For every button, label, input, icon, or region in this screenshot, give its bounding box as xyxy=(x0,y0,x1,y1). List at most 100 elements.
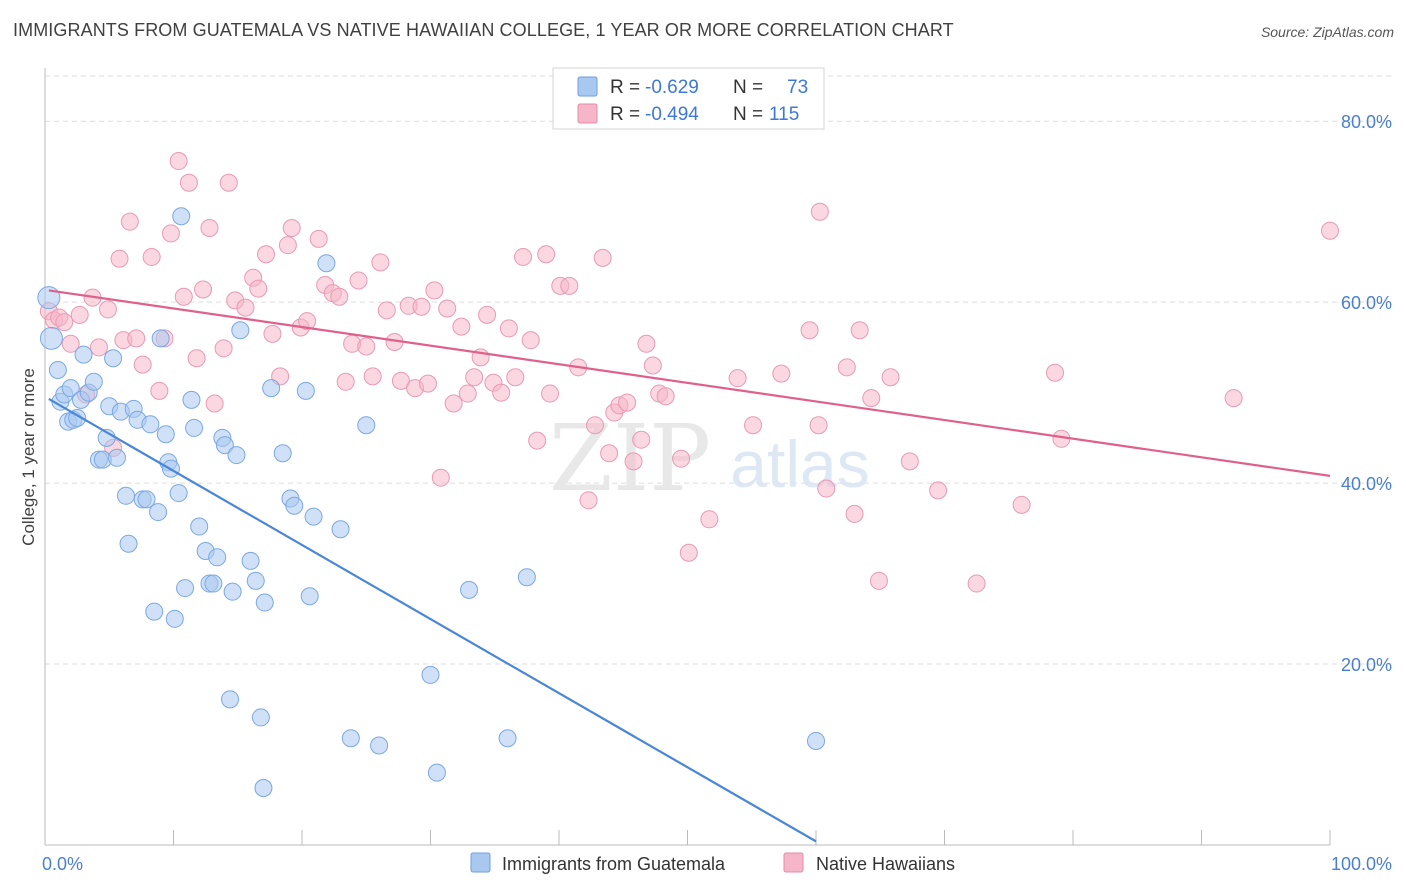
data-point-hawaiian xyxy=(537,245,556,264)
data-point-guatemala xyxy=(156,425,175,444)
data-point-guatemala xyxy=(107,448,126,467)
data-point-guatemala xyxy=(357,416,376,435)
data-point-hawaiian xyxy=(142,247,161,266)
data-point-guatemala xyxy=(104,349,123,368)
data-point-guatemala xyxy=(285,496,304,515)
data-point-hawaiian xyxy=(330,287,349,306)
legend-n-value-2: 115 xyxy=(769,104,799,125)
data-point-hawaiian xyxy=(579,491,598,510)
trend-lines xyxy=(48,289,1331,843)
data-point-hawaiian xyxy=(55,313,74,332)
data-point-hawaiian xyxy=(418,374,437,393)
data-point-hawaiian xyxy=(478,305,497,324)
data-point-guatemala xyxy=(149,503,168,522)
data-point-guatemala xyxy=(296,381,315,400)
data-point-guatemala xyxy=(231,321,250,340)
data-point-hawaiian xyxy=(881,368,900,387)
data-point-guatemala xyxy=(182,390,201,409)
data-point-guatemala xyxy=(190,517,209,536)
data-point-hawaiian xyxy=(412,297,431,316)
data-point-hawaiian xyxy=(249,279,268,298)
data-point-guatemala xyxy=(165,609,184,628)
data-point-hawaiian xyxy=(127,329,146,348)
data-point-hawaiian xyxy=(514,247,533,266)
correlation-legend: R = -0.629 N = 73 R = -0.494 N = 115 xyxy=(552,67,825,130)
data-point-hawaiian xyxy=(444,394,463,413)
data-point-hawaiian xyxy=(618,393,637,412)
data-point-hawaiian xyxy=(1046,363,1065,382)
data-point-guatemala xyxy=(254,779,273,798)
data-point-guatemala xyxy=(185,418,204,437)
data-point-guatemala xyxy=(74,345,93,364)
data-point-hawaiian xyxy=(236,298,255,317)
data-point-hawaiian xyxy=(205,394,224,413)
data-point-hawaiian xyxy=(499,319,518,338)
data-point-guatemala xyxy=(61,379,80,398)
data-point-hawaiian xyxy=(862,389,881,408)
data-point-hawaiian xyxy=(845,504,864,523)
legend-r-label-1: R = xyxy=(610,77,640,98)
data-point-guatemala xyxy=(262,379,281,398)
data-point-hawaiian xyxy=(744,416,763,435)
data-point-guatemala xyxy=(223,582,242,601)
data-point-guatemala xyxy=(246,571,265,590)
legend-n-value-1: 73 xyxy=(787,77,808,98)
data-point-hawaiian xyxy=(585,416,604,435)
data-point-guatemala xyxy=(137,490,156,509)
data-point-hawaiian xyxy=(728,369,747,388)
data-point-hawaiian xyxy=(336,372,355,391)
legend-r-value-1: -0.629 xyxy=(645,77,699,98)
data-point-hawaiian xyxy=(282,218,301,237)
data-point-guatemala xyxy=(341,729,360,748)
data-point-hawaiian xyxy=(624,452,643,471)
data-point-guatemala xyxy=(421,665,440,684)
data-point-guatemala xyxy=(807,731,825,750)
data-point-hawaiian xyxy=(363,367,382,386)
data-point-guatemala xyxy=(517,568,536,587)
data-point-guatemala xyxy=(84,372,103,391)
data-point-guatemala xyxy=(172,207,191,226)
data-point-hawaiian xyxy=(391,371,410,390)
data-point-hawaiian xyxy=(179,173,198,192)
data-point-hawaiian xyxy=(169,152,188,171)
watermark: ZIP atlas xyxy=(549,405,870,512)
data-point-hawaiian xyxy=(967,574,986,593)
legend-swatch-hawaiians xyxy=(783,852,804,873)
data-point-guatemala xyxy=(227,446,246,465)
data-point-hawaiian xyxy=(174,287,193,306)
data-point-hawaiian xyxy=(219,173,238,192)
x-tick-label: 0.0% xyxy=(42,854,83,874)
x-tick-labels: 0.0% 100.0% xyxy=(42,854,1392,874)
data-point-hawaiian xyxy=(357,337,376,356)
data-point-hawaiian xyxy=(817,479,836,498)
data-point-guatemala xyxy=(39,326,63,350)
data-point-hawaiian xyxy=(1321,221,1339,240)
data-point-hawaiian xyxy=(425,281,444,300)
data-point-hawaiian xyxy=(492,383,511,402)
legend-label-guatemala: Immigrants from Guatemala xyxy=(502,854,726,874)
data-point-hawaiian xyxy=(643,356,662,375)
data-point-hawaiian xyxy=(257,245,276,264)
data-point-hawaiian xyxy=(837,358,856,377)
data-point-hawaiian xyxy=(161,224,180,243)
data-point-hawaiian xyxy=(560,276,579,295)
data-point-guatemala xyxy=(116,486,135,505)
data-point-hawaiian xyxy=(133,355,152,374)
data-point-hawaiian xyxy=(465,368,484,387)
legend-n-label-1: N = xyxy=(733,77,763,98)
trendline-hawaiians xyxy=(48,289,1331,477)
data-point-hawaiian xyxy=(929,481,948,500)
data-point-hawaiian xyxy=(1012,495,1031,514)
data-point-hawaiian xyxy=(298,312,317,331)
data-point-hawaiian xyxy=(61,334,80,353)
data-point-guatemala xyxy=(255,593,274,612)
source-credit: Source: ZipAtlas.com xyxy=(1260,24,1394,40)
data-point-hawaiian xyxy=(70,305,89,324)
y-tick-label: 20.0% xyxy=(1341,655,1392,675)
data-point-guatemala xyxy=(221,690,240,709)
x-tick-label: 100.0% xyxy=(1331,854,1392,874)
data-point-guatemala xyxy=(317,254,336,273)
legend-r-label-2: R = xyxy=(610,104,640,125)
data-point-hawaiian xyxy=(438,299,457,318)
